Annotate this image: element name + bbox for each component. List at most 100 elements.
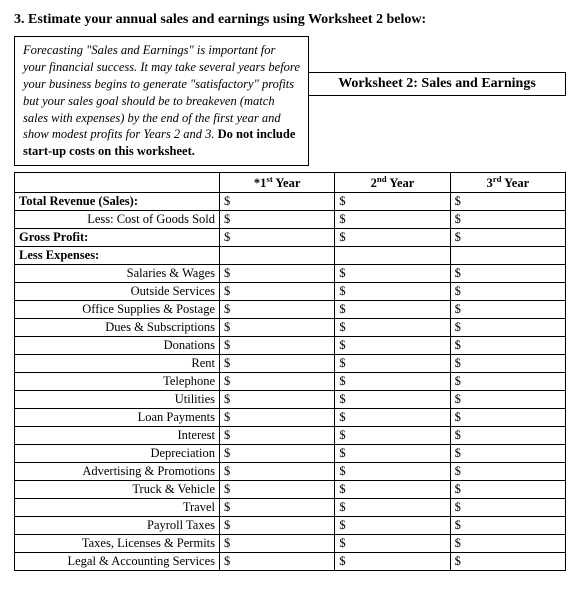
value-cell: $: [220, 301, 335, 319]
value-cell: $: [450, 265, 565, 283]
value-cell: $: [450, 229, 565, 247]
row-label: Office Supplies & Postage: [15, 301, 220, 319]
row-label: Less: Cost of Goods Sold: [15, 211, 220, 229]
value-cell: $: [220, 337, 335, 355]
y3-sup: rd: [493, 174, 502, 184]
table-row: Salaries & Wages$$$: [15, 265, 566, 283]
value-cell: $: [220, 481, 335, 499]
value-cell: $: [335, 427, 450, 445]
value-cell: $: [220, 535, 335, 553]
y2-sup: nd: [377, 174, 387, 184]
forecasting-note: Forecasting "Sales and Earnings" is impo…: [14, 36, 309, 166]
value-cell: $: [220, 409, 335, 427]
value-cell: $: [450, 463, 565, 481]
value-cell: $: [335, 553, 450, 571]
table-row: Legal & Accounting Services$$$: [15, 553, 566, 571]
value-cell: $: [220, 391, 335, 409]
table-header-row: *1st Year 2nd Year 3rd Year: [15, 173, 566, 193]
table-row: Utilities$$$: [15, 391, 566, 409]
value-cell: $: [450, 355, 565, 373]
value-cell: $: [450, 193, 565, 211]
value-cell: $: [450, 373, 565, 391]
value-cell: $: [220, 553, 335, 571]
value-cell: $: [335, 319, 450, 337]
row-label: Rent: [15, 355, 220, 373]
table-row: Truck & Vehicle$$$: [15, 481, 566, 499]
value-cell: $: [220, 499, 335, 517]
value-cell: $: [450, 301, 565, 319]
value-cell: $: [220, 319, 335, 337]
value-cell: $: [335, 193, 450, 211]
table-row: Taxes, Licenses & Permits$$$: [15, 535, 566, 553]
value-cell: $: [220, 373, 335, 391]
row-label: Dues & Subscriptions: [15, 319, 220, 337]
row-label: Truck & Vehicle: [15, 481, 220, 499]
row-label: Donations: [15, 337, 220, 355]
table-row: Interest$$$: [15, 427, 566, 445]
row-label: Outside Services: [15, 283, 220, 301]
table-body: Total Revenue (Sales):$$$Less: Cost of G…: [15, 193, 566, 571]
value-cell: $: [220, 211, 335, 229]
row-label: Taxes, Licenses & Permits: [15, 535, 220, 553]
table-row: Donations$$$: [15, 337, 566, 355]
table-row: Payroll Taxes$$$: [15, 517, 566, 535]
table-row: Travel$$$: [15, 499, 566, 517]
table-row: Office Supplies & Postage$$$: [15, 301, 566, 319]
worksheet-title: Worksheet 2: Sales and Earnings: [309, 72, 566, 96]
value-cell: $: [335, 535, 450, 553]
value-cell: $: [335, 301, 450, 319]
value-cell: $: [335, 355, 450, 373]
table-row: Advertising & Promotions$$$: [15, 463, 566, 481]
value-cell: $: [450, 445, 565, 463]
row-label: Legal & Accounting Services: [15, 553, 220, 571]
row-label: Interest: [15, 427, 220, 445]
value-cell: $: [220, 463, 335, 481]
table-row: Loan Payments$$$: [15, 409, 566, 427]
value-cell: [450, 247, 565, 265]
header-year-3: 3rd Year: [450, 173, 565, 193]
value-cell: $: [335, 391, 450, 409]
section-heading: 3. Estimate your annual sales and earnin…: [14, 12, 566, 28]
value-cell: $: [335, 409, 450, 427]
value-cell: $: [450, 499, 565, 517]
value-cell: $: [335, 337, 450, 355]
row-label: Gross Profit:: [15, 229, 220, 247]
row-label: Payroll Taxes: [15, 517, 220, 535]
value-cell: $: [450, 553, 565, 571]
value-cell: $: [450, 409, 565, 427]
value-cell: $: [220, 517, 335, 535]
intro-row: Forecasting "Sales and Earnings" is impo…: [14, 36, 566, 166]
y1-suffix: Year: [273, 176, 301, 190]
value-cell: $: [450, 535, 565, 553]
value-cell: $: [220, 427, 335, 445]
value-cell: $: [450, 517, 565, 535]
header-blank: [15, 173, 220, 193]
table-row: Telephone$$$: [15, 373, 566, 391]
value-cell: $: [450, 211, 565, 229]
value-cell: $: [220, 445, 335, 463]
table-row: Less Expenses:: [15, 247, 566, 265]
value-cell: $: [335, 229, 450, 247]
row-label: Less Expenses:: [15, 247, 220, 265]
value-cell: [220, 247, 335, 265]
value-cell: $: [450, 319, 565, 337]
value-cell: $: [450, 283, 565, 301]
value-cell: $: [450, 391, 565, 409]
value-cell: $: [220, 193, 335, 211]
value-cell: $: [220, 355, 335, 373]
value-cell: $: [335, 445, 450, 463]
y3-suffix: Year: [502, 176, 530, 190]
row-label: Total Revenue (Sales):: [15, 193, 220, 211]
table-row: Total Revenue (Sales):$$$: [15, 193, 566, 211]
value-cell: $: [335, 265, 450, 283]
table-row: Rent$$$: [15, 355, 566, 373]
table-row: Gross Profit:$$$: [15, 229, 566, 247]
table-row: Depreciation$$$: [15, 445, 566, 463]
table-row: Outside Services$$$: [15, 283, 566, 301]
value-cell: $: [335, 463, 450, 481]
row-label: Travel: [15, 499, 220, 517]
value-cell: $: [220, 283, 335, 301]
earnings-table: *1st Year 2nd Year 3rd Year Total Revenu…: [14, 172, 566, 571]
row-label: Telephone: [15, 373, 220, 391]
value-cell: $: [335, 499, 450, 517]
